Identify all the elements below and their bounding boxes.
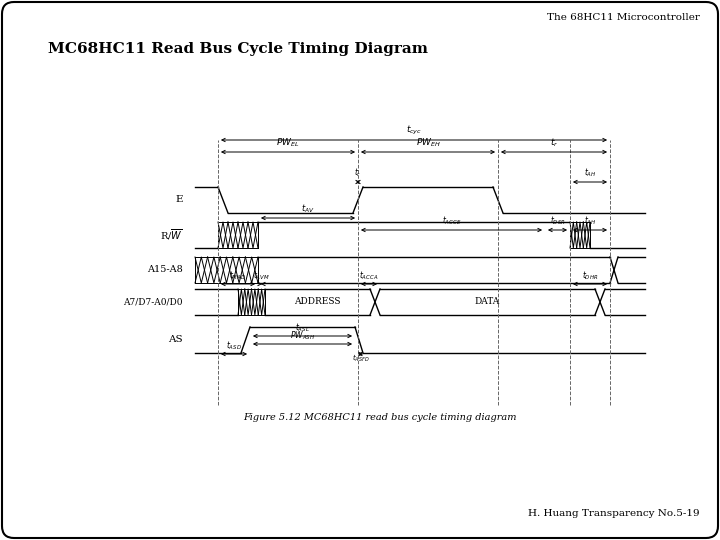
Text: R/$\overline{W}$: R/$\overline{W}$	[161, 228, 183, 242]
Text: $t_{ASD}$: $t_{ASD}$	[226, 340, 242, 352]
Text: $t_{ACCE}$: $t_{ACCE}$	[442, 214, 462, 227]
Text: $t_{ASFD}$: $t_{ASFD}$	[352, 353, 369, 364]
Text: $t_{ACCA}$: $t_{ACCA}$	[359, 269, 379, 282]
Text: ADDRESS: ADDRESS	[294, 298, 341, 307]
Text: E: E	[176, 195, 183, 205]
Text: A15-A8: A15-A8	[148, 266, 183, 274]
Text: $t_{DSR}$: $t_{DSR}$	[549, 214, 565, 227]
Text: $t_{AVM}$: $t_{AVM}$	[253, 269, 270, 282]
Text: $t_{AH}$: $t_{AH}$	[584, 166, 596, 179]
Text: $t_r$: $t_r$	[354, 166, 361, 179]
Text: $t_{ASL}$: $t_{ASL}$	[295, 321, 310, 334]
Text: $t_{DHR}$: $t_{DHR}$	[582, 269, 598, 282]
Text: A7/D7-A0/D0: A7/D7-A0/D0	[124, 298, 183, 307]
Text: $t_{cyc}$: $t_{cyc}$	[406, 124, 422, 137]
Text: $t_{MAD}$: $t_{MAD}$	[230, 269, 246, 282]
Text: MC68HC11 Read Bus Cycle Timing Diagram: MC68HC11 Read Bus Cycle Timing Diagram	[48, 42, 428, 56]
Text: $PW_{EL}$: $PW_{EL}$	[276, 137, 300, 149]
Text: AS: AS	[168, 335, 183, 345]
Text: DATA: DATA	[475, 298, 500, 307]
Text: $PW_{EH}$: $PW_{EH}$	[415, 137, 441, 149]
Text: H. Huang Transparency No.5-19: H. Huang Transparency No.5-19	[528, 509, 700, 518]
Text: $t_{AV}$: $t_{AV}$	[301, 202, 315, 215]
Text: The 68HC11 Microcontroller: The 68HC11 Microcontroller	[547, 13, 700, 22]
Text: Figure 5.12 MC68HC11 read bus cycle timing diagram: Figure 5.12 MC68HC11 read bus cycle timi…	[243, 413, 517, 422]
Text: $PW_{ASH}$: $PW_{ASH}$	[290, 329, 315, 342]
Text: $t_r$: $t_r$	[550, 137, 558, 149]
Text: $t_{AH}$: $t_{AH}$	[584, 214, 596, 227]
